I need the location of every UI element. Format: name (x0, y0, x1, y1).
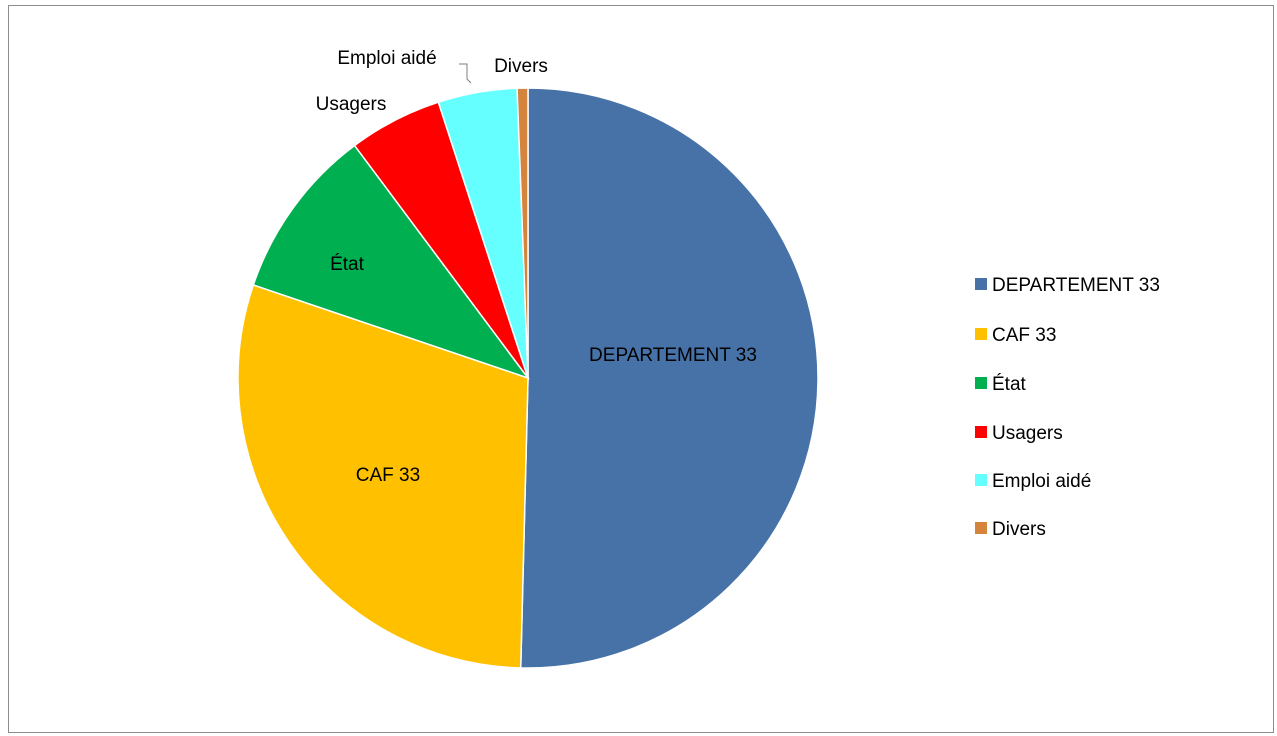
data-label-emploi-aide: Emploi aidé (337, 48, 436, 69)
data-label-usagers: Usagers (316, 94, 387, 115)
leader-line-emploi-aide (459, 63, 472, 84)
legend-swatch-emploi-aide (975, 474, 987, 486)
data-label-divers: Divers (494, 56, 548, 77)
legend-swatch-departement-33 (975, 278, 987, 290)
legend-label-emploi-aide: Emploi aidé (992, 471, 1091, 492)
legend-label-divers: Divers (992, 519, 1046, 540)
leader-lines (459, 63, 472, 84)
data-label-etat: État (330, 254, 365, 275)
legend-swatch-etat (975, 377, 987, 389)
pie-slice-divers (516, 87, 529, 379)
legend: DEPARTEMENT 33 CAF 33 État Usagers Emplo… (975, 275, 1160, 540)
data-label-caf-33: CAF 33 (356, 465, 420, 486)
pie-slice-departement-33 (519, 87, 819, 669)
legend-swatch-caf-33 (975, 328, 987, 340)
legend-label-usagers: Usagers (992, 423, 1063, 444)
pie-slice-caf-33 (237, 283, 529, 669)
legend-swatch-divers (975, 522, 987, 534)
legend-label-etat: État (992, 374, 1027, 395)
pie-slice-etat (252, 144, 531, 380)
legend-swatch-usagers (975, 426, 987, 438)
legend-label-caf-33: CAF 33 (992, 325, 1056, 346)
legend-label-departement-33: DEPARTEMENT 33 (992, 275, 1160, 296)
data-label-departement-33: DEPARTEMENT 33 (589, 345, 757, 366)
data-labels: DEPARTEMENT 33 CAF 33 État Usagers Emplo… (316, 48, 757, 486)
pie-slices (237, 87, 819, 669)
